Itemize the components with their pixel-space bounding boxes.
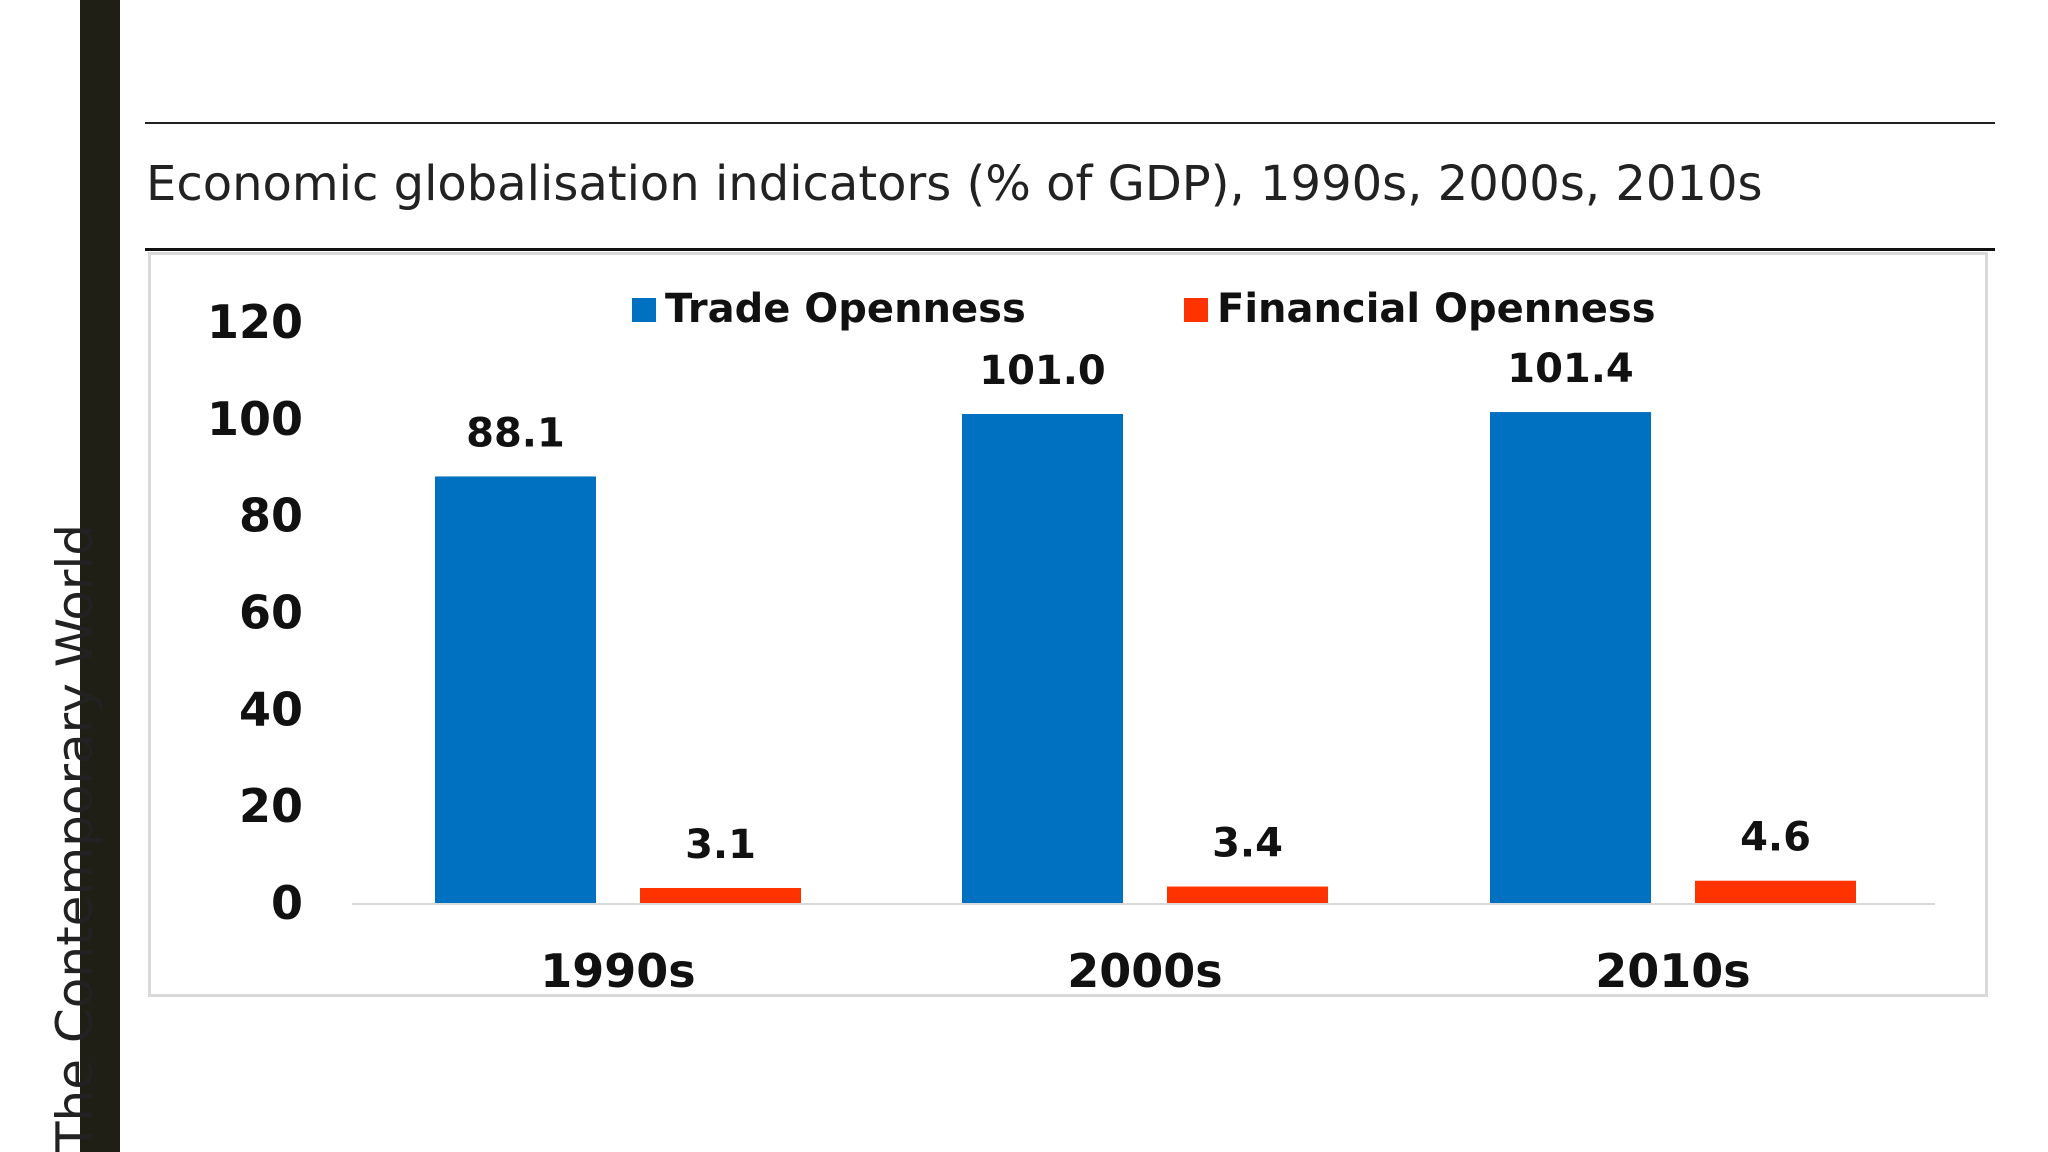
data-label: 4.6 [1740,815,1811,861]
x-tick-label: 2000s [1067,944,1222,998]
legend-label: Trade Openness [665,286,1026,332]
title-underline [145,248,1995,251]
x-tick-label: 1990s [540,944,695,998]
y-tick-label: 20 [239,779,303,833]
bar-financial-openness-1990s [640,887,801,903]
top-rule [145,122,1995,124]
legend-swatch-trade-openness [632,298,656,322]
y-tick-label: 80 [239,489,303,543]
bar-financial-openness-2000s [1167,886,1328,903]
bar-trade-openness-2010s [1490,412,1651,903]
y-tick-label: 120 [207,295,303,349]
data-label: 88.1 [466,410,565,456]
bar-trade-openness-1990s [435,476,596,903]
chart-title: Economic globalisation indicators (% of … [146,156,1763,212]
bar-trade-openness-2000s [962,413,1123,903]
y-tick-label: 100 [207,392,303,446]
data-label: 3.4 [1212,821,1283,867]
data-label: 101.0 [979,348,1106,394]
legend-swatch-financial-openness [1184,298,1208,322]
y-tick-label: 40 [239,682,303,736]
legend-label: Financial Openness [1217,286,1656,332]
y-tick-label: 0 [271,876,303,930]
data-label: 101.4 [1507,346,1634,392]
x-tick-label: 2010s [1595,944,1750,998]
y-tick-label: 60 [239,586,303,640]
data-label: 3.1 [685,822,756,868]
bar-financial-openness-2010s [1695,880,1856,903]
side-bar [80,0,120,1152]
